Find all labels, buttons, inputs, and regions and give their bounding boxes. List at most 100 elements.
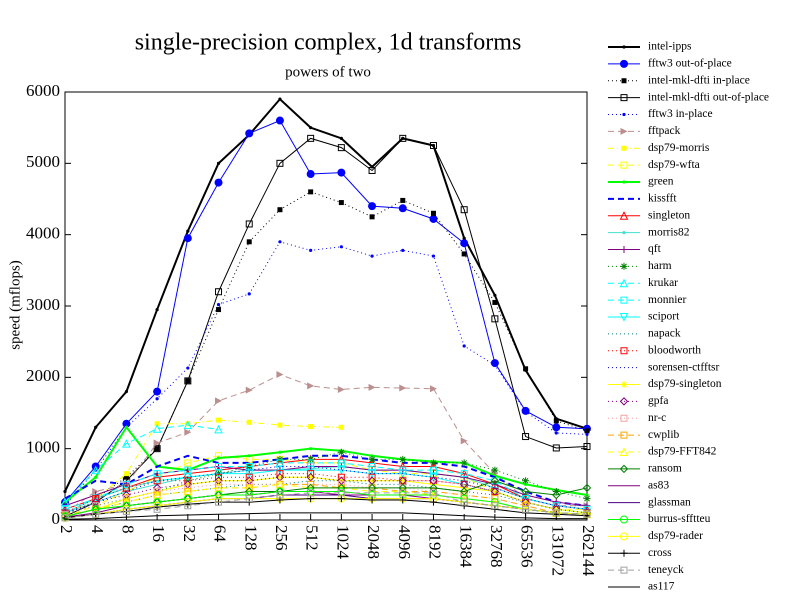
data-point [584,428,590,434]
data-point [91,465,101,475]
legend-marker [622,231,626,235]
data-point [155,397,159,401]
data-point [186,229,190,233]
data-point [247,292,251,296]
data-point [185,421,191,427]
data-point [398,204,407,213]
data-point [307,382,315,390]
legend-marker [620,431,628,439]
x-tick-label: 512 [303,525,322,551]
series [63,97,589,494]
data-point [123,474,129,480]
series-line [64,465,588,514]
series-line [64,466,588,515]
data-point [462,344,466,348]
legend-label: harm [648,260,672,272]
legend-marker [620,532,628,541]
data-point [583,510,591,518]
data-point [307,459,315,467]
legend-marker [622,45,626,49]
legend-marker [619,397,629,406]
legend-marker [621,78,627,84]
data-point [370,165,374,169]
legend-label: intel-mkl-dfti in-place [648,74,750,86]
legend-marker [620,262,628,270]
legend-label: teneyck [648,564,684,576]
data-point [278,240,282,244]
data-point [92,510,100,518]
chart-title: single-precision complex, 1d transforms [135,30,522,56]
data-point [216,302,221,307]
y-tick-label: 4000 [26,224,60,243]
legend-label: dsp79-FFT842 [648,446,717,458]
legend-label: sciport [648,311,680,323]
data-point [429,214,438,223]
data-point [307,480,315,488]
data-point [184,459,192,467]
legend-marker [619,447,629,456]
data-point [583,512,591,520]
data-point [61,514,69,522]
data-point [339,136,343,140]
legend-marker [620,566,628,574]
data-point [337,385,345,393]
data-point [277,207,283,213]
legend-marker [620,381,628,388]
data-point [585,493,589,497]
data-point [183,234,192,243]
data-point [184,500,192,508]
data-point [153,439,161,447]
data-point [523,366,529,372]
legend-label: singleton [648,209,690,221]
data-point [309,126,313,130]
legend-label: sorensen-ctfftsr [648,361,719,373]
data-point [492,299,498,305]
series-line [64,425,588,503]
data-point [63,489,67,494]
data-point [216,417,222,423]
legend-label: intel-ipps [648,41,692,53]
data-point [309,248,313,252]
series-line [64,498,588,519]
legend-label: as117 [648,581,675,593]
series [61,489,591,522]
series-line [64,137,588,517]
data-point [215,288,223,296]
series-line [64,458,588,510]
data-point [307,455,315,463]
x-tick-label: 128 [241,525,260,551]
data-point [491,502,499,510]
data-point [152,424,162,433]
data-point [337,144,345,152]
legend-label: monnier [648,294,686,306]
legend-label: fftw3 out-of-place [648,58,732,70]
series-line [64,473,588,514]
data-point [490,476,500,485]
x-tick-label: 2 [57,525,76,534]
data-point [429,461,438,471]
series-line [64,492,588,519]
series-line [64,476,588,514]
data-point [368,463,376,470]
data-point [523,482,528,486]
legend-marker [622,180,626,184]
legend-marker [620,414,628,422]
data-point [369,214,375,220]
data-point [307,489,315,497]
data-point [553,418,559,424]
data-point [368,166,376,174]
series [64,480,588,517]
data-point [94,425,98,429]
data-point [245,386,253,394]
data-point [215,480,223,488]
data-point [368,202,377,211]
legend-label: qft [648,243,662,255]
data-point [278,450,282,454]
legend-label: dsp79-morris [648,142,710,154]
x-tick-label: 256 [272,525,291,551]
data-point [92,502,100,510]
data-point [186,366,190,370]
data-point [337,459,345,467]
legend-marker [622,112,626,117]
data-point [184,466,192,474]
